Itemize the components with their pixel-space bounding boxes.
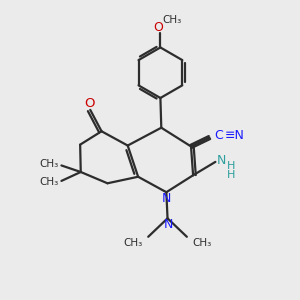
Text: N: N [162, 192, 171, 205]
Text: N: N [217, 154, 226, 167]
Text: C: C [214, 129, 223, 142]
Text: H: H [227, 170, 235, 180]
Text: CH₃: CH₃ [39, 177, 58, 188]
Text: H: H [227, 161, 235, 171]
Text: CH₃: CH₃ [192, 238, 212, 248]
Text: CH₃: CH₃ [39, 159, 58, 169]
Text: O: O [153, 21, 163, 34]
Text: ≡N: ≡N [224, 129, 244, 142]
Text: N: N [164, 218, 173, 231]
Text: CH₃: CH₃ [162, 15, 181, 25]
Text: O: O [84, 97, 95, 110]
Text: CH₃: CH₃ [124, 238, 143, 248]
